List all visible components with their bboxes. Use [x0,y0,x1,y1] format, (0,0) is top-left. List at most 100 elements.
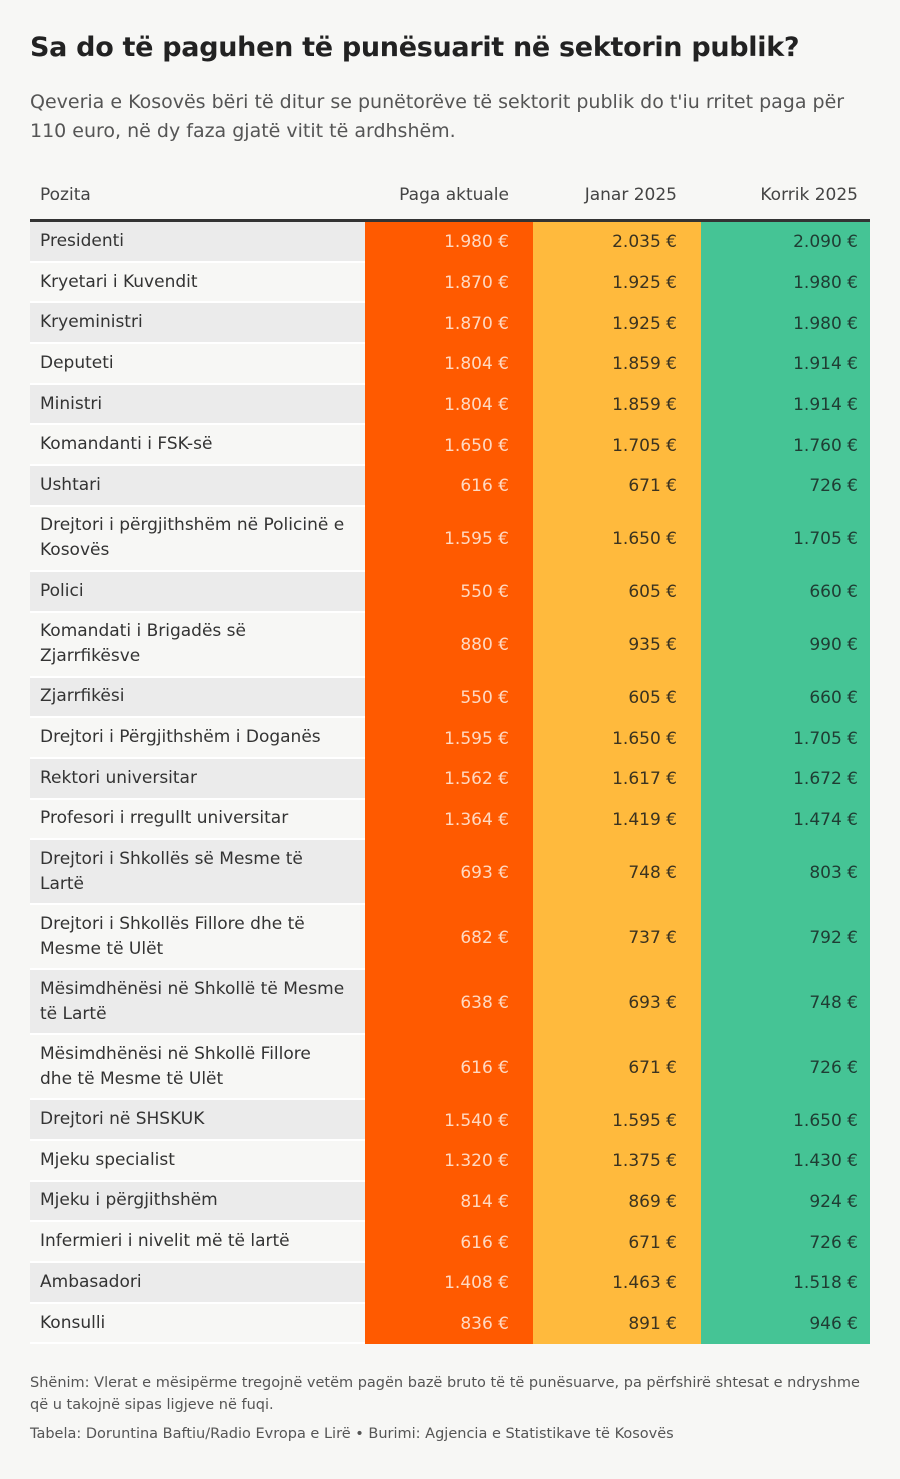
cell-position: Zjarrfikësi [30,677,365,719]
cell-jan2025-salary: 1.925 € [533,262,701,304]
cell-current-salary: 1.870 € [365,303,533,345]
table-row: Mjeku i përgjithshëm 814 €869 €924 € [30,1181,870,1223]
subtitle: Qeveria e Kosovës bëri të ditur se punët… [30,91,845,142]
cell-position: Profesori i rregullt universitar [30,799,365,841]
cell-jan2025-salary: 1.859 € [533,384,701,426]
cell-current-salary: 836 € [365,1303,533,1345]
cell-current-salary: 1.595 € [365,506,533,572]
table-row: Polici 550 €605 €660 € [30,571,870,613]
cell-current-salary: 1.408 € [365,1263,533,1304]
cell-jul2025-salary: 660 € [701,571,870,613]
cell-jul2025-salary: 803 € [701,840,870,906]
cell-jul2025-salary: 1.980 € [701,303,870,345]
cell-jan2025-salary: 671 € [533,1035,701,1101]
cell-current-salary: 682 € [365,905,533,971]
cell-jul2025-salary: 660 € [701,677,870,719]
cell-position: Drejtori i Përgjithshëm i Doganës [30,718,365,759]
table-body: Presidenti 1.980 €2.035 €2.090 € Kryetari … [30,222,870,1345]
table-row: Presidenti 1.980 €2.035 €2.090 € [30,222,870,263]
table-row: Zjarrfikësi 550 €605 €660 € [30,677,870,719]
cell-position: Mjeku i përgjithshëm [30,1181,365,1223]
cell-jan2025-salary: 693 € [533,970,701,1036]
cell-position: Presidenti [30,222,365,263]
cell-position: Mjeku specialist [30,1140,365,1182]
cell-jul2025-salary: 726 € [701,466,870,507]
cell-jul2025-salary: 1.650 € [701,1100,870,1141]
cell-current-salary: 550 € [365,571,533,613]
cell-jan2025-salary: 1.705 € [533,425,701,467]
cell-jul2025-salary: 792 € [701,905,870,971]
table-row: Mjeku specialist 1.320 €1.375 €1.430 € [30,1140,870,1182]
table-row: Komandati i Brigadës së Zjarrfikësve 880 … [30,612,870,678]
header-current: Paga aktuale [399,184,509,205]
table-row: Drejtori i Shkollës së Mesme të Lartë 693… [30,840,870,906]
cell-position: Mësimdhënësi në Shkollë të Mesme të Lart… [30,970,365,1036]
cell-position: Kryetari i Kuvendit [30,262,365,304]
cell-jul2025-salary: 726 € [701,1035,870,1101]
cell-jul2025-salary: 1.980 € [701,262,870,304]
cell-position: Ambasadori [30,1263,365,1304]
table-row: Kryeministri 1.870 €1.925 €1.980 € [30,303,870,345]
table-row: Deputeti 1.804 €1.859 €1.914 € [30,344,870,385]
cell-jul2025-salary: 1.705 € [701,506,870,572]
cell-jul2025-salary: 946 € [701,1303,870,1345]
table-row: Drejtori i përgjithshëm në Policinë e Ko… [30,506,870,572]
table-row: Drejtori i Përgjithshëm i Doganës 1.595 €… [30,718,870,759]
table-row: Profesori i rregullt universitar 1.364 €1… [30,799,870,841]
cell-position: Drejtori i Shkollës Fillore dhe të Mesme… [30,905,365,971]
table-row: Konsulli 836 €891 €946 € [30,1303,870,1345]
cell-current-salary: 1.650 € [365,425,533,467]
table-row: Komandanti i FSK-së 1.650 €1.705 €1.760 € [30,425,870,467]
cell-current-salary: 1.804 € [365,344,533,385]
cell-position: Konsulli [30,1303,365,1345]
cell-jul2025-salary: 1.914 € [701,344,870,385]
table-row: Ministri 1.804 €1.859 €1.914 € [30,384,870,426]
cell-current-salary: 693 € [365,840,533,906]
cell-jan2025-salary: 748 € [533,840,701,906]
cell-jan2025-salary: 1.617 € [533,758,701,800]
cell-current-salary: 1.980 € [365,222,533,263]
cell-jan2025-salary: 605 € [533,571,701,613]
table-row: Mësimdhënësi në Shkollë të Mesme të Lart… [30,970,870,1036]
cell-current-salary: 1.364 € [365,799,533,841]
salary-table: Pozita Paga aktuale Janar 2025 Korrik 20… [30,170,870,1345]
cell-current-salary: 880 € [365,612,533,678]
cell-position: Polici [30,571,365,613]
table-row: Ambasadori 1.408 €1.463 €1.518 € [30,1263,870,1304]
cell-position: Kryeministri [30,303,365,345]
cell-jul2025-salary: 1.474 € [701,799,870,841]
cell-current-salary: 616 € [365,1222,533,1263]
cell-jan2025-salary: 935 € [533,612,701,678]
cell-jan2025-salary: 1.650 € [533,718,701,759]
cell-jan2025-salary: 1.925 € [533,303,701,345]
cell-position: Mësimdhënësi në Shkollë Fillore dhe të M… [30,1035,365,1101]
cell-jan2025-salary: 1.859 € [533,344,701,385]
cell-jan2025-salary: 1.595 € [533,1100,701,1141]
table-row: Kryetari i Kuvendit 1.870 €1.925 €1.980 € [30,262,870,304]
cell-jan2025-salary: 737 € [533,905,701,971]
cell-current-salary: 1.870 € [365,262,533,304]
cell-jan2025-salary: 869 € [533,1181,701,1223]
table-row: Ushtari 616 €671 €726 € [30,466,870,507]
source-credit: Tabela: Doruntina Baftiu/Radio Evropa e … [30,1426,674,1442]
cell-current-salary: 616 € [365,466,533,507]
cell-jul2025-salary: 2.090 € [701,222,870,263]
cell-current-salary: 1.804 € [365,384,533,426]
page-title: Sa do të paguhen të punësuarit në sektor… [30,32,800,63]
cell-jan2025-salary: 891 € [533,1303,701,1345]
cell-jan2025-salary: 1.419 € [533,799,701,841]
cell-current-salary: 616 € [365,1035,533,1101]
header-jul2025: Korrik 2025 [760,184,858,205]
cell-jan2025-salary: 1.375 € [533,1140,701,1182]
cell-position: Komandanti i FSK-së [30,425,365,467]
cell-jul2025-salary: 726 € [701,1222,870,1263]
cell-current-salary: 1.320 € [365,1140,533,1182]
cell-current-salary: 1.562 € [365,758,533,800]
cell-jul2025-salary: 924 € [701,1181,870,1223]
cell-position: Ministri [30,384,365,426]
cell-jul2025-salary: 1.672 € [701,758,870,800]
cell-jul2025-salary: 1.705 € [701,718,870,759]
cell-position: Komandati i Brigadës së Zjarrfikësve [30,612,365,678]
cell-position: Infermieri i nivelit më të lartë [30,1222,365,1263]
